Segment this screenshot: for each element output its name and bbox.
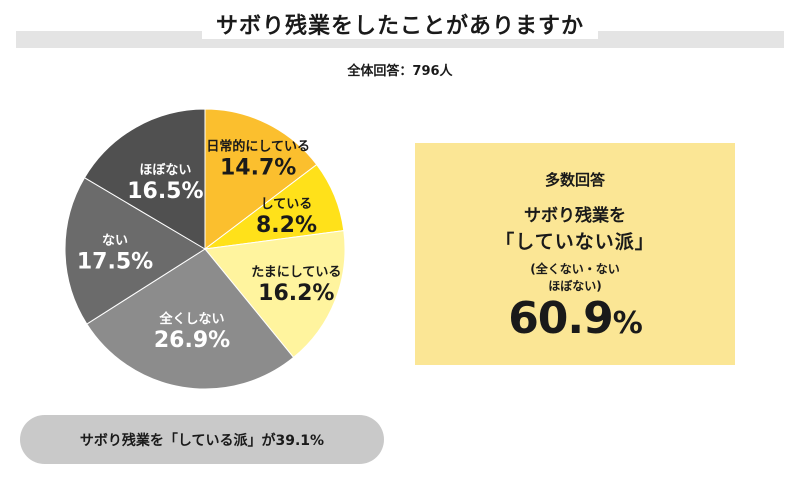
pie-slice (86, 248, 295, 390)
pie-slice (204, 230, 346, 359)
slice-value-label: 16.2% (258, 281, 334, 306)
pie-slice (83, 108, 206, 250)
majority-heading: 多数回答 (544, 171, 605, 189)
slice-value-label: 17.5% (77, 249, 153, 274)
slice-label: ほぼない (139, 163, 191, 178)
slice-value-label: 8.2% (256, 213, 317, 238)
pie-slice (204, 108, 318, 251)
slice-label: 全くしない (159, 311, 225, 327)
chart-subtitle: 全体回答：796人 (347, 64, 453, 79)
slice-label: している (261, 197, 313, 212)
footer-summary-pill: サボり残業を「している派」が39.1% (20, 415, 384, 464)
slice-value-label: 16.5% (127, 179, 203, 204)
majority-answer-box: 多数回答 サボり残業を 「していない派」 (全くない・ない ほぼない) 60.9… (415, 143, 735, 365)
slice-label: 日常的にしている (206, 138, 310, 154)
slice-value-label: 26.9% (154, 328, 230, 353)
chart-title: サボり残業をしたことがありますか (0, 8, 800, 40)
majority-value-number: 60.9 (508, 293, 614, 344)
majority-note1: (全くない・ない (530, 262, 620, 276)
slice-label: たまにしている (251, 265, 341, 280)
pie-slices (64, 108, 346, 390)
majority-line2: 「していない派」 (495, 231, 655, 253)
majority-value: 60.9% (415, 293, 735, 344)
slice-label: ない (102, 233, 128, 248)
majority-note2: ほぼない) (548, 279, 602, 293)
pie-slice (64, 177, 206, 325)
slice-value-label: 14.7% (220, 155, 296, 180)
majority-value-unit: % (612, 306, 643, 341)
majority-line1: サボり残業を (524, 206, 626, 226)
chart-title-text: サボり残業をしたことがありますか (201, 14, 598, 39)
